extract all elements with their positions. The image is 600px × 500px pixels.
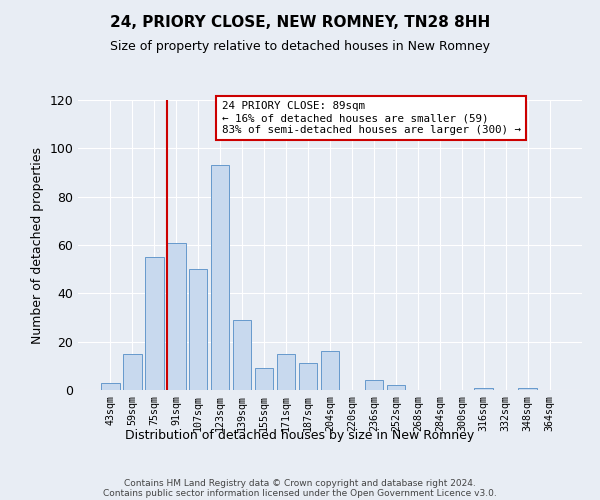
Bar (211, 166, 229, 390)
Bar (320, 352, 340, 390)
Bar (518, 388, 537, 390)
Text: 24 PRIORY CLOSE: 89sqm
← 16% of detached houses are smaller (59)
83% of semi-det: 24 PRIORY CLOSE: 89sqm ← 16% of detached… (221, 102, 521, 134)
Bar (299, 364, 317, 390)
Bar (475, 388, 493, 390)
Bar (167, 242, 185, 390)
Bar (145, 257, 164, 390)
Text: Contains HM Land Registry data © Crown copyright and database right 2024.: Contains HM Land Registry data © Crown c… (124, 478, 476, 488)
Bar (386, 385, 405, 390)
Y-axis label: Number of detached properties: Number of detached properties (31, 146, 44, 344)
Text: Distribution of detached houses by size in New Romney: Distribution of detached houses by size … (125, 428, 475, 442)
Text: Contains public sector information licensed under the Open Government Licence v3: Contains public sector information licen… (103, 488, 497, 498)
Bar (101, 383, 119, 390)
Bar (189, 269, 208, 390)
Text: Size of property relative to detached houses in New Romney: Size of property relative to detached ho… (110, 40, 490, 53)
Bar (255, 368, 274, 390)
Bar (123, 354, 142, 390)
Text: 24, PRIORY CLOSE, NEW ROMNEY, TN28 8HH: 24, PRIORY CLOSE, NEW ROMNEY, TN28 8HH (110, 15, 490, 30)
Bar (365, 380, 383, 390)
Bar (277, 354, 295, 390)
Bar (233, 320, 251, 390)
